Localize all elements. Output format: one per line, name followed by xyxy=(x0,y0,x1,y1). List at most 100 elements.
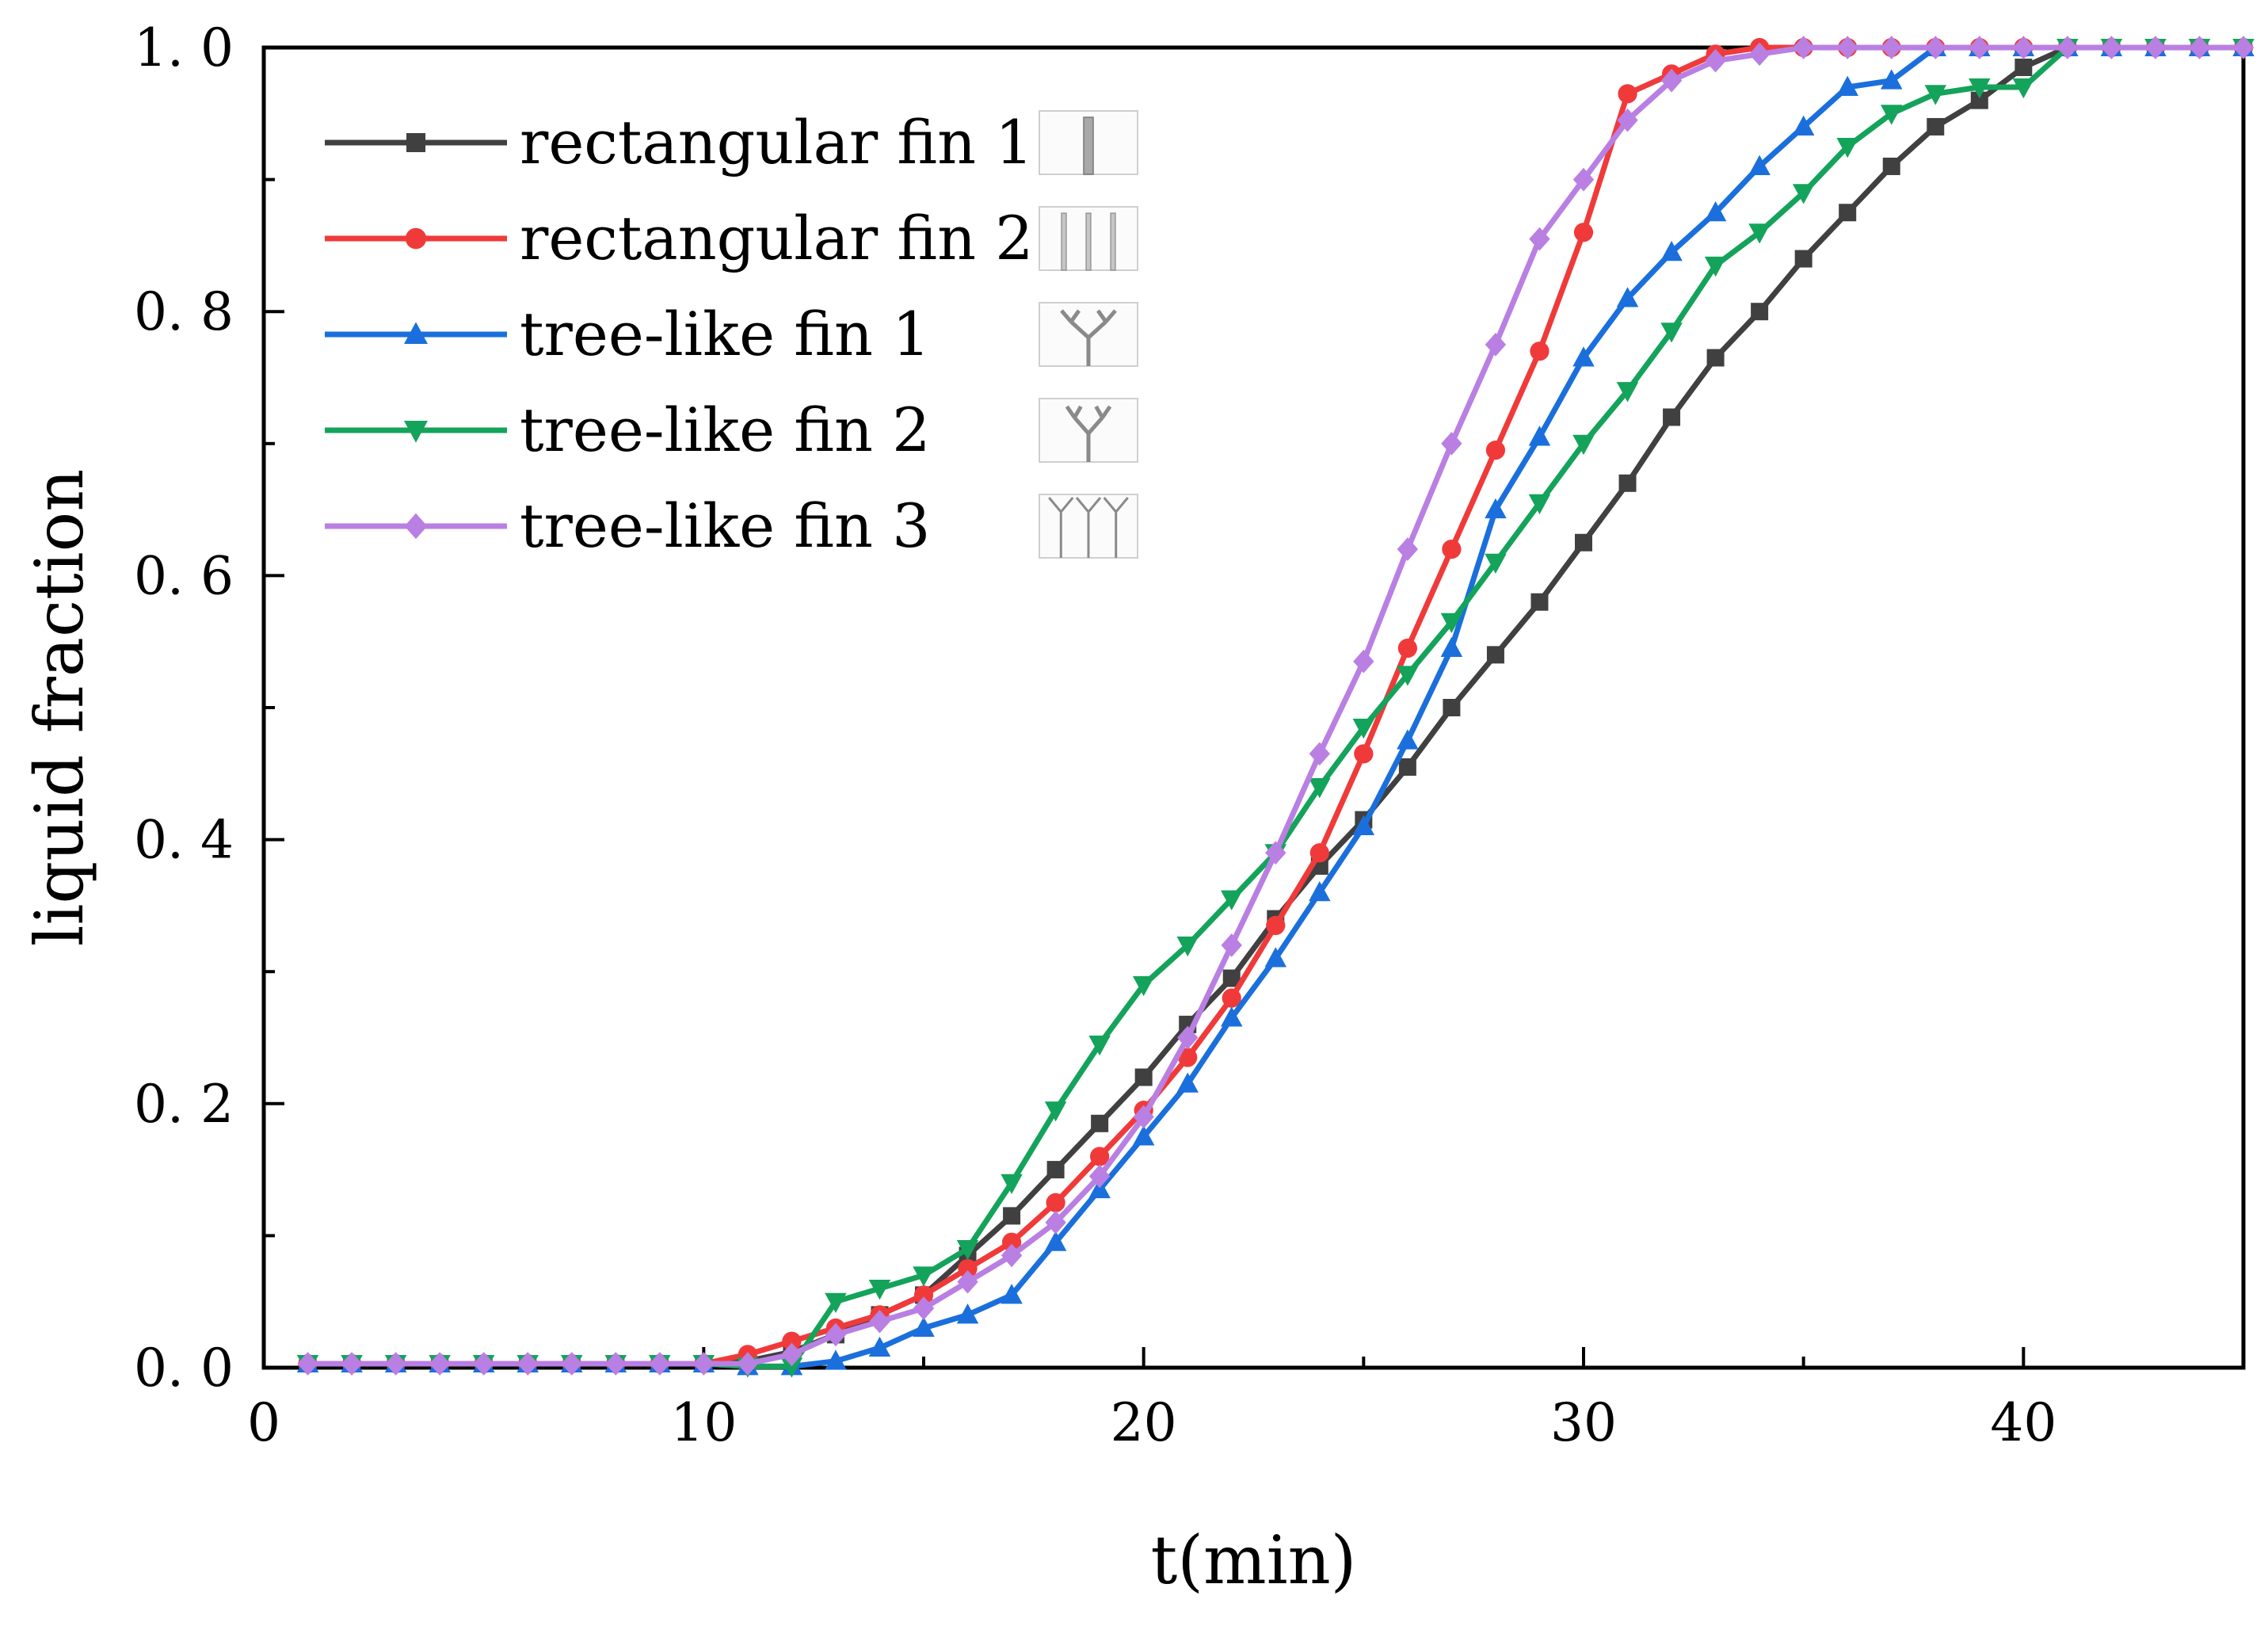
data-point-marker xyxy=(1792,115,1815,136)
data-point-marker xyxy=(1091,1114,1109,1132)
data-point-marker xyxy=(1660,68,1683,93)
data-point-marker xyxy=(1176,1072,1199,1093)
data-point-marker xyxy=(1001,1174,1023,1195)
data-point-marker xyxy=(1616,287,1639,307)
data-point-marker xyxy=(1751,303,1769,321)
legend-label: tree-like fin 2 xyxy=(520,395,930,465)
data-point-marker xyxy=(1088,1164,1111,1189)
data-point-marker xyxy=(1618,84,1637,104)
data-point-marker xyxy=(1352,718,1375,739)
data-point-marker xyxy=(913,1296,935,1320)
rect-fin-shape xyxy=(1085,212,1092,271)
legend-label: rectangular fin 1 xyxy=(520,107,1034,177)
data-point-marker xyxy=(1792,184,1815,204)
data-point-marker xyxy=(1618,474,1637,492)
data-point-marker xyxy=(2012,78,2035,99)
tree-fin-shape xyxy=(1048,497,1074,558)
data-point-marker xyxy=(869,1309,890,1334)
data-point-marker xyxy=(1617,108,1638,132)
rect-fin-shape xyxy=(1083,116,1094,175)
fin-thumbnail-icon xyxy=(1039,302,1138,367)
data-point-marker xyxy=(297,1352,318,1376)
data-point-marker xyxy=(1529,227,1550,251)
data-point-marker xyxy=(1880,105,1903,125)
data-point-marker xyxy=(1573,223,1594,242)
data-point-marker xyxy=(1309,777,1331,799)
fin-thumbnail-icon xyxy=(1039,494,1138,559)
data-point-marker xyxy=(1090,1147,1110,1166)
data-point-marker xyxy=(782,1331,802,1351)
x-tick-label: 0 xyxy=(247,1392,280,1453)
data-point-marker xyxy=(2144,36,2167,59)
data-point-marker xyxy=(781,1342,802,1367)
data-point-marker xyxy=(1704,200,1727,222)
data-point-marker xyxy=(1925,36,1946,59)
data-point-marker xyxy=(1793,36,1814,59)
legend-item: rectangular fin 2 xyxy=(325,203,1138,273)
y-tick-label: 0. 8 xyxy=(134,281,234,342)
data-point-marker xyxy=(1441,431,1462,456)
data-point-marker xyxy=(1397,666,1419,686)
data-point-marker xyxy=(913,1316,935,1338)
data-point-marker xyxy=(1748,223,1771,244)
data-point-marker xyxy=(1485,553,1507,574)
data-point-marker xyxy=(1530,342,1549,361)
data-point-marker xyxy=(1309,742,1330,766)
data-point-marker xyxy=(1837,36,1858,59)
data-point-marker xyxy=(780,1357,803,1378)
data-point-marker xyxy=(913,1285,934,1305)
data-point-marker xyxy=(1397,638,1417,658)
data-point-marker xyxy=(2015,58,2033,76)
data-point-marker xyxy=(1485,498,1507,519)
data-point-marker xyxy=(561,1352,582,1376)
data-point-marker xyxy=(825,1323,847,1347)
data-point-marker xyxy=(1572,434,1595,456)
data-point-marker xyxy=(405,227,427,250)
data-point-marker xyxy=(404,513,428,540)
legend: rectangular fin 1 rectangular fin 2 tree-l… xyxy=(325,107,1138,561)
data-point-marker xyxy=(1044,1231,1067,1251)
data-point-marker xyxy=(1352,815,1375,835)
data-point-marker xyxy=(1044,1101,1067,1122)
data-point-marker xyxy=(693,1352,715,1376)
data-point-marker xyxy=(406,133,425,152)
data-point-marker xyxy=(1706,349,1725,367)
data-point-marker xyxy=(1443,699,1461,716)
data-point-marker xyxy=(1001,1243,1023,1268)
tree-fin-shape xyxy=(1103,497,1129,558)
data-point-marker xyxy=(868,1336,891,1357)
data-point-marker xyxy=(1397,729,1419,750)
data-point-marker xyxy=(1927,117,1945,136)
data-point-marker xyxy=(1748,155,1771,175)
data-point-marker xyxy=(1264,947,1287,968)
data-point-marker xyxy=(1220,890,1243,910)
data-point-marker xyxy=(404,421,428,443)
data-point-marker xyxy=(1088,1178,1111,1199)
data-point-marker xyxy=(868,1280,891,1300)
data-point-marker xyxy=(2101,36,2122,59)
data-point-marker xyxy=(649,1352,670,1376)
data-point-marker xyxy=(913,1266,935,1287)
data-point-marker xyxy=(1003,1207,1021,1225)
data-point-marker xyxy=(1397,537,1419,561)
data-point-marker xyxy=(429,1352,451,1376)
y-axis-title: liquid fraction xyxy=(21,469,98,947)
legend-item: rectangular fin 1 xyxy=(325,107,1138,177)
fin-thumbnail-icon xyxy=(1039,206,1138,271)
data-point-marker xyxy=(2056,36,2079,59)
x-axis-title: t(min) xyxy=(1151,1521,1357,1599)
tree-fin-shape xyxy=(1075,497,1102,558)
data-point-marker xyxy=(1660,240,1683,261)
data-point-marker xyxy=(1001,1232,1022,1252)
data-point-marker xyxy=(956,1240,979,1261)
legend-label: tree-like fin 1 xyxy=(520,299,930,369)
data-point-marker xyxy=(341,1352,363,1376)
legend-item: tree-like fin 3 xyxy=(325,490,1138,561)
data-point-marker xyxy=(1265,841,1286,865)
y-tick-label: 0. 6 xyxy=(134,545,234,606)
data-point-marker xyxy=(1970,91,1988,109)
data-point-marker xyxy=(1485,441,1506,460)
x-tick-label: 30 xyxy=(1550,1392,1617,1453)
data-point-marker xyxy=(517,1352,539,1376)
data-point-marker xyxy=(1132,975,1155,997)
